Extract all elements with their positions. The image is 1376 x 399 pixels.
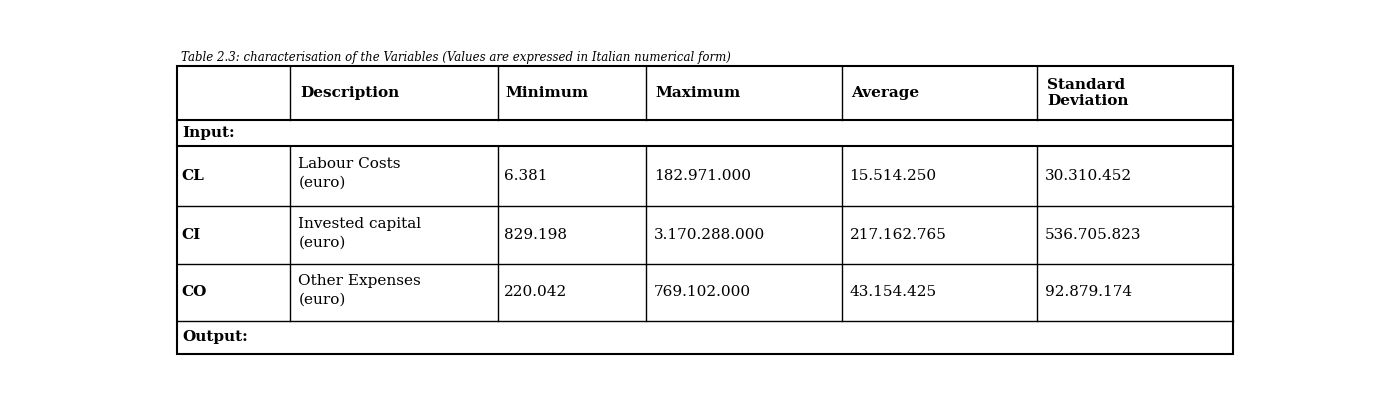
Text: 92.879.174: 92.879.174: [1046, 285, 1132, 299]
Text: CO: CO: [182, 285, 208, 299]
Text: 182.971.000: 182.971.000: [654, 169, 751, 183]
Text: CL: CL: [182, 169, 205, 183]
Text: 217.162.765: 217.162.765: [849, 228, 947, 242]
Text: Standard
Deviation: Standard Deviation: [1047, 78, 1128, 108]
Text: Other Expenses
(euro): Other Expenses (euro): [299, 274, 421, 306]
Text: 769.102.000: 769.102.000: [654, 285, 751, 299]
Text: Labour Costs
(euro): Labour Costs (euro): [299, 157, 400, 189]
Text: Description: Description: [300, 86, 399, 100]
Text: Output:: Output:: [183, 330, 249, 344]
Text: 3.170.288.000: 3.170.288.000: [654, 228, 765, 242]
Text: 829.198: 829.198: [504, 228, 567, 242]
Text: 6.381: 6.381: [504, 169, 548, 183]
Text: Table 2.3: characterisation of the Variables (Values are expressed in Italian nu: Table 2.3: characterisation of the Varia…: [180, 51, 731, 64]
Text: 43.154.425: 43.154.425: [849, 285, 937, 299]
Text: Input:: Input:: [183, 126, 235, 140]
Text: 220.042: 220.042: [504, 285, 567, 299]
Text: 15.514.250: 15.514.250: [849, 169, 937, 183]
Text: Average: Average: [852, 86, 919, 100]
Text: Minimum: Minimum: [505, 86, 588, 100]
Text: Maximum: Maximum: [656, 86, 740, 100]
Text: 30.310.452: 30.310.452: [1046, 169, 1132, 183]
Text: 536.705.823: 536.705.823: [1046, 228, 1142, 242]
Text: CI: CI: [182, 228, 201, 242]
Text: Invested capital
(euro): Invested capital (euro): [299, 217, 421, 249]
